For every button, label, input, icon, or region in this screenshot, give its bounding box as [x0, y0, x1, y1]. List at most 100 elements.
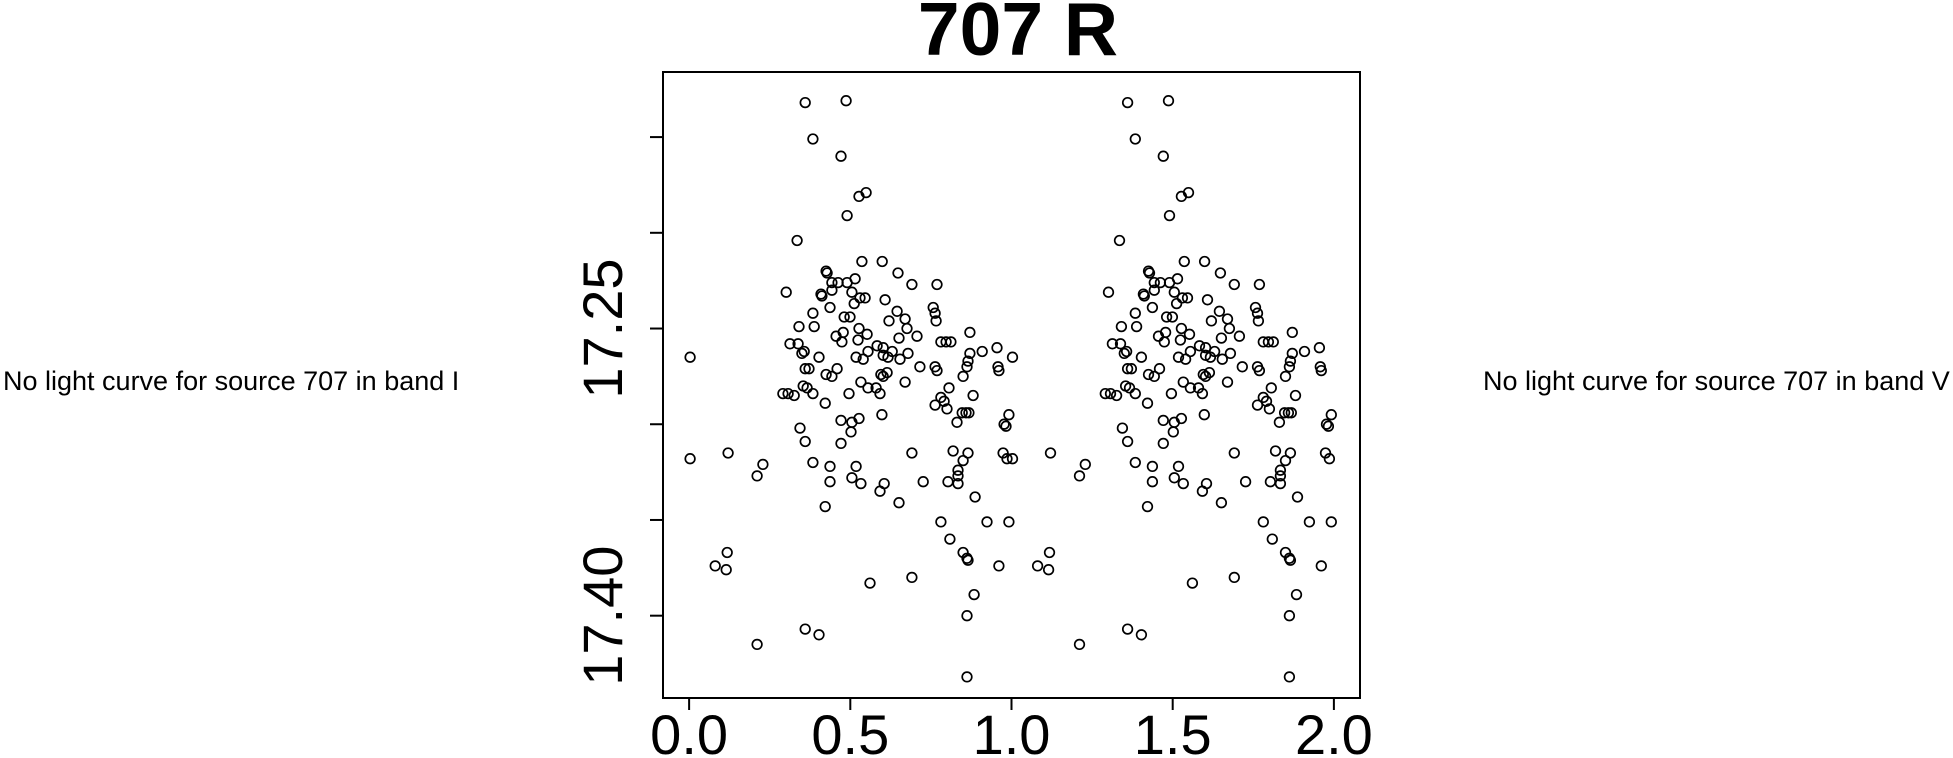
data-point [1129, 133, 1141, 145]
no-lightcurve-band-v-message: No light curve for source 707 in band V [1483, 366, 1950, 396]
data-point [791, 234, 803, 247]
data-point [981, 516, 993, 528]
data-point [938, 395, 950, 407]
data-point [807, 307, 819, 319]
no-lightcurve-band-i-message: No light curve for source 707 in band I [3, 366, 460, 396]
data-point [1322, 420, 1335, 432]
data-point [1135, 351, 1148, 363]
data-point [968, 588, 980, 601]
data-point [961, 671, 973, 683]
data-point [1224, 347, 1237, 360]
x-tick-label: 0.0 [650, 703, 728, 758]
data-point [1286, 326, 1298, 339]
data-point [830, 330, 842, 342]
data-point [807, 387, 819, 400]
data-point [962, 355, 974, 367]
data-point [798, 345, 810, 358]
data-point [1325, 409, 1337, 421]
data-point [993, 364, 1005, 377]
data-point [794, 422, 806, 434]
data-point [820, 368, 832, 381]
data-point [684, 351, 696, 363]
data-point [846, 286, 858, 298]
data-point [1181, 292, 1194, 304]
data-point [1129, 456, 1141, 469]
data-point [1320, 418, 1333, 430]
data-point [721, 546, 733, 559]
data-point [853, 322, 865, 335]
data-point [780, 286, 792, 298]
data-point [855, 477, 867, 490]
data-point [813, 629, 825, 641]
data-point [1174, 334, 1187, 346]
data-point [1123, 382, 1136, 394]
data-point [1121, 435, 1134, 448]
data-point [931, 278, 943, 291]
data-point [836, 336, 848, 348]
data-point [906, 447, 918, 459]
data-point [849, 273, 861, 285]
data-point [799, 363, 811, 375]
data-point [1116, 422, 1129, 434]
data-point [930, 315, 942, 327]
data-point [1183, 328, 1196, 340]
data-point [893, 497, 905, 509]
data-point [850, 460, 862, 473]
data-point [835, 414, 847, 427]
data-point [1279, 370, 1292, 383]
data-point [962, 554, 974, 566]
data-point [1006, 453, 1019, 465]
data-point [796, 347, 808, 360]
data-point [1163, 209, 1176, 222]
data-point [709, 560, 721, 572]
data-point [782, 387, 794, 400]
data-point [876, 409, 888, 421]
data-point [1168, 286, 1180, 298]
data-point [879, 294, 891, 306]
data-point [1146, 301, 1159, 314]
data-point [751, 638, 763, 651]
data-point [956, 407, 968, 419]
data-point [1178, 255, 1190, 268]
data-point [859, 292, 871, 304]
data-point [846, 472, 858, 484]
data-point [964, 347, 976, 360]
data-point [784, 338, 796, 350]
data-point [1167, 426, 1179, 438]
data-point [1249, 301, 1262, 314]
data-point [875, 368, 887, 381]
data-point [952, 477, 964, 490]
data-point [757, 458, 769, 471]
data-point [1298, 345, 1311, 358]
data-point [1099, 387, 1111, 400]
data-point [1148, 370, 1160, 383]
data-point [1303, 516, 1316, 528]
data-point [894, 353, 906, 365]
data-point [929, 307, 941, 319]
data-point [1221, 313, 1234, 325]
data-point [1239, 476, 1252, 488]
data-point [957, 454, 969, 467]
data-point [835, 150, 847, 162]
data-point [931, 364, 943, 377]
data-point [1043, 546, 1056, 559]
data-point [1290, 588, 1303, 601]
data-point [1196, 387, 1209, 400]
data-point [1274, 477, 1287, 490]
data-point [1110, 389, 1123, 402]
data-point [1148, 276, 1160, 289]
data-point [945, 336, 957, 348]
data-point [877, 370, 889, 383]
data-point [1284, 554, 1297, 566]
data-point [1166, 311, 1179, 323]
data-point [843, 387, 855, 400]
data-point [877, 342, 889, 354]
data-point [1125, 363, 1138, 375]
data-point [831, 363, 843, 375]
data-point [1146, 476, 1159, 488]
data-point [1143, 267, 1156, 279]
data-point [1177, 477, 1189, 490]
data-point [803, 363, 815, 375]
data-point [1274, 470, 1287, 482]
data-point [951, 416, 963, 428]
